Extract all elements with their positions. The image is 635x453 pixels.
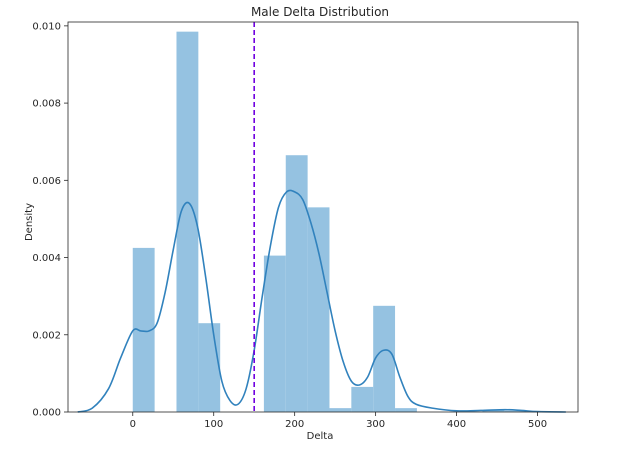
histogram-bar-10	[351, 386, 374, 412]
x-ticks: 0 100 200 300 400 500	[130, 412, 547, 430]
y-tick-label-2: 0.004	[32, 253, 61, 264]
histogram-bar-9	[329, 408, 352, 412]
x-tick-label-500: 500	[528, 419, 547, 430]
y-tick-label-0: 0.000	[32, 408, 61, 419]
kde-curve-group	[77, 189, 566, 413]
histogram-bar-6	[263, 255, 286, 412]
y-ticks: 0.000 0.002 0.004 0.006 0.008 0.010	[32, 21, 68, 419]
y-tick-label-1: 0.002	[32, 330, 61, 341]
x-tick-label-200: 200	[285, 419, 304, 430]
histogram-bar-0	[132, 247, 155, 412]
chart-title: Male Delta Distribution	[251, 5, 389, 19]
histogram-bar-2	[176, 31, 199, 413]
y-tick-label-4: 0.008	[32, 99, 61, 110]
histogram-bar-17	[504, 410, 527, 412]
histogram-bar-8	[307, 207, 330, 412]
x-tick-label-100: 100	[204, 419, 223, 430]
x-tick-label-300: 300	[366, 419, 385, 430]
histogram-bars	[132, 31, 527, 413]
x-tick-label-0: 0	[130, 419, 136, 430]
axes	[67, 21, 579, 413]
x-tick-label-400: 400	[447, 419, 466, 430]
kde-curve	[77, 189, 566, 413]
y-tick-label-5: 0.010	[32, 21, 61, 32]
y-axis-label: Density	[24, 203, 35, 241]
histogram-bar-11	[373, 305, 396, 412]
x-axis-label: Delta	[307, 431, 334, 442]
histogram-bar-3	[198, 323, 221, 412]
histogram-bar-16	[482, 410, 505, 412]
histogram-bar-12	[395, 408, 417, 412]
y-tick-label-3: 0.006	[32, 176, 61, 187]
plot-frame	[67, 21, 579, 413]
histogram-bar-7	[285, 155, 308, 412]
